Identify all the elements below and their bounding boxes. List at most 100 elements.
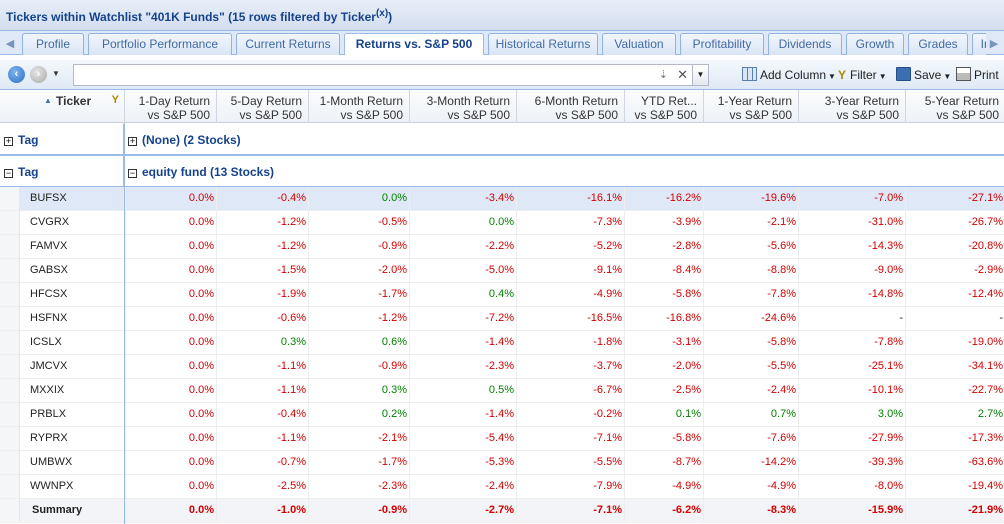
table-row[interactable]: CVGRX 0.0% -1.2% -0.5% 0.0% -7.3% -3.9% -2.1% -3…: [0, 211, 1004, 235]
column-header[interactable]: 6-Month Return vs S&P 500: [517, 90, 625, 123]
table-row[interactable]: HSFNX 0.0% -0.6% -1.2% -7.2% -16.5% -16.8% -24.…: [0, 307, 1004, 331]
group-field-label: Tag: [18, 165, 39, 179]
column-header[interactable]: 1-Day Return vs S&P 500: [125, 90, 217, 123]
table-row[interactable]: HFCSX 0.0% -1.9% -1.7% 0.4% -4.9% -5.8% -7.8% -1…: [0, 283, 1004, 307]
search-input[interactable]: [74, 65, 654, 85]
expand-icon[interactable]: +: [4, 136, 13, 146]
column-header[interactable]: 3-Month Return vs S&P 500: [410, 90, 517, 123]
tab-returns-vs-sp500[interactable]: Returns vs. S&P 500: [344, 33, 484, 55]
column-header[interactable]: 1-Year Return vs S&P 500: [704, 90, 799, 123]
ticker-cell[interactable]: WWNPX: [30, 480, 74, 492]
return-cell: -1.7%: [309, 283, 410, 306]
group-row[interactable]: + Tag + (None) (2 Stocks): [0, 124, 1004, 156]
tab-portfolio-performance[interactable]: Portfolio Performance: [88, 33, 232, 55]
column-divider: [124, 123, 125, 524]
column-header-line1: 5-Day Return: [230, 94, 302, 108]
save-button[interactable]: Save ▼: [896, 67, 951, 84]
print-icon: [956, 67, 971, 81]
expand-icon[interactable]: +: [128, 136, 137, 146]
table-row[interactable]: PRBLX 0.0% -0.4% 0.2% -1.4% -0.2% 0.1% 0.7% 3.0%…: [0, 403, 1004, 427]
filter-active-icon[interactable]: Y: [111, 94, 119, 106]
tab-profitability[interactable]: Profitability: [680, 33, 764, 55]
ticker-cell[interactable]: FAMVX: [30, 240, 68, 252]
search-dropdown-icon[interactable]: ▼: [692, 64, 709, 86]
tab-historical-returns[interactable]: Historical Returns: [488, 33, 598, 55]
column-header[interactable]: 1-Month Return vs S&P 500: [309, 90, 410, 123]
return-cell: 0.0%: [125, 283, 217, 306]
return-cell: -5.6%: [704, 235, 799, 258]
summary-row[interactable]: Summary 0.0% -1.0% -0.9% -2.7% -7.1% -6.2% -8.3…: [0, 499, 1004, 523]
collapse-icon[interactable]: −: [4, 168, 13, 178]
return-cell: -16.8%: [625, 307, 704, 330]
return-cell: -34.1%: [906, 355, 1004, 378]
table-row[interactable]: GABSX 0.0% -1.5% -2.0% -5.0% -9.1% -8.4% -8.8% -…: [0, 259, 1004, 283]
group-name-cell: − equity fund (13 Stocks): [126, 156, 274, 186]
ticker-cell[interactable]: ICSLX: [30, 336, 62, 348]
search-options-icon[interactable]: ⇣: [658, 69, 668, 81]
return-cell: -7.6%: [704, 427, 799, 450]
tab-grades[interactable]: Grades: [908, 33, 968, 55]
return-cell: -16.1%: [517, 187, 625, 210]
column-header-line2: vs S&P 500: [729, 108, 792, 122]
tab-income[interactable]: Inco: [972, 33, 986, 55]
return-cell: -1.4%: [410, 331, 517, 354]
tab-growth[interactable]: Growth: [846, 33, 904, 55]
column-header[interactable]: 3-Year Return vs S&P 500: [799, 90, 906, 123]
column-header-ticker[interactable]: ▲ Ticker Y: [0, 90, 125, 123]
table-row[interactable]: BUFSX 0.0% -0.4% 0.0% -3.4% -16.1% -16.2% -19.6…: [0, 187, 1004, 211]
row-indent: [0, 307, 20, 330]
column-header-line1: 1-Day Return: [138, 94, 210, 108]
tab-profile[interactable]: Profile: [22, 33, 84, 55]
row-indent: [0, 499, 20, 522]
return-cell: -1.1%: [217, 427, 309, 450]
ticker-cell[interactable]: RYPRX: [30, 432, 68, 444]
return-cell: 0.0%: [125, 187, 217, 210]
table-row[interactable]: WWNPX 0.0% -2.5% -2.3% -2.4% -7.9% -4.9% -4.9% -…: [0, 475, 1004, 499]
table-row[interactable]: UMBWX 0.0% -0.7% -1.7% -5.3% -5.5% -8.7% -14.2%…: [0, 451, 1004, 475]
return-cell: 0.0%: [125, 499, 217, 522]
add-column-button[interactable]: Add Column ▼: [742, 67, 836, 84]
clear-search-icon[interactable]: ✕: [677, 67, 688, 82]
return-cell: -22.7%: [906, 379, 1004, 402]
column-header-line2: vs S&P 500: [555, 108, 618, 122]
filter-button[interactable]: Y Filter ▼: [838, 67, 887, 84]
return-cell: -2.4%: [704, 379, 799, 402]
return-cell: -25.1%: [799, 355, 906, 378]
ticker-cell[interactable]: CVGRX: [30, 216, 70, 228]
ticker-cell[interactable]: GABSX: [30, 264, 68, 276]
print-button[interactable]: Print: [956, 67, 999, 84]
clear-filter-link[interactable]: (x): [375, 8, 389, 19]
table-row[interactable]: RYPRX 0.0% -1.1% -2.1% -5.4% -7.1% -5.8% -7.6% -…: [0, 427, 1004, 451]
group-row[interactable]: − Tag − equity fund (13 Stocks): [0, 156, 1004, 188]
column-header[interactable]: 5-Day Return vs S&P 500: [217, 90, 309, 123]
return-cell: -5.4%: [410, 427, 517, 450]
column-header[interactable]: YTD Ret... vs S&P 500: [625, 90, 704, 123]
ticker-cell[interactable]: MXXIX: [30, 384, 65, 396]
ticker-cell[interactable]: BUFSX: [30, 192, 67, 204]
table-row[interactable]: ICSLX 0.0% 0.3% 0.6% -1.4% -1.8% -3.1% -5.8% -7.…: [0, 331, 1004, 355]
tab-current-returns[interactable]: Current Returns: [236, 33, 340, 55]
return-cell: -1.1%: [217, 355, 309, 378]
return-cell: -2.1%: [704, 211, 799, 234]
forward-arrow-icon[interactable]: ›: [30, 66, 47, 83]
tab-scroll-right-icon[interactable]: ▶: [989, 38, 999, 50]
table-row[interactable]: MXXIX 0.0% -1.1% 0.3% 0.5% -6.7% -2.5% -2.4% -10…: [0, 379, 1004, 403]
table-row[interactable]: FAMVX 0.0% -1.2% -0.9% -2.2% -5.2% -2.8% -5.6% -…: [0, 235, 1004, 259]
return-cell: -7.1%: [517, 427, 625, 450]
return-cell: -12.4%: [906, 283, 1004, 306]
tab-valuation[interactable]: Valuation: [602, 33, 676, 55]
table-row[interactable]: JMCVX 0.0% -1.1% -0.9% -2.3% -3.7% -2.0% -5.5% -…: [0, 355, 1004, 379]
history-dropdown-icon[interactable]: ▼: [52, 69, 60, 78]
tab-scroll-left-icon[interactable]: ◀: [5, 38, 15, 50]
back-arrow-icon[interactable]: ‹: [8, 66, 25, 83]
return-cell: -10.1%: [799, 379, 906, 402]
ticker-cell[interactable]: JMCVX: [30, 360, 68, 372]
return-cell: -39.3%: [799, 451, 906, 474]
ticker-cell[interactable]: HSFNX: [30, 312, 68, 324]
ticker-cell[interactable]: PRBLX: [30, 408, 67, 420]
collapse-icon[interactable]: −: [128, 168, 137, 178]
ticker-cell[interactable]: UMBWX: [30, 456, 73, 468]
column-header[interactable]: 5-Year Return vs S&P 500: [906, 90, 1004, 123]
tab-dividends[interactable]: Dividends: [768, 33, 842, 55]
ticker-cell[interactable]: HFCSX: [30, 288, 68, 300]
